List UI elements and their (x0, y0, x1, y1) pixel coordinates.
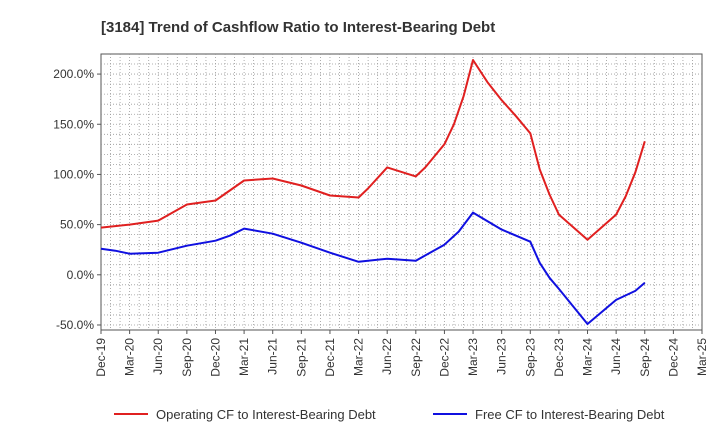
grid (101, 54, 702, 330)
x-tick-label: Dec-24 (666, 338, 680, 377)
legend-label: Free CF to Interest-Bearing Debt (475, 407, 665, 422)
y-tick-label: 0.0% (67, 268, 95, 282)
x-tick-label: Sep-24 (638, 338, 652, 377)
x-tick-label: Sep-23 (523, 338, 537, 377)
x-tick-label: Dec-19 (94, 338, 108, 377)
x-tick-label: Jun-24 (609, 338, 623, 375)
x-tick-label: Jun-22 (380, 338, 394, 375)
series-line-free-cf (100, 211, 646, 325)
legend-label: Operating CF to Interest-Bearing Debt (156, 407, 376, 422)
x-tick-label: Jun-20 (151, 338, 165, 375)
x-tick-label: Mar-21 (237, 338, 251, 376)
series-line-operating-cf (100, 59, 646, 241)
y-tick-label: 50.0% (60, 218, 94, 232)
y-tick-label: -50.0% (56, 318, 94, 332)
x-axis: Dec-19 Mar-20 Jun-20 Sep-20 Dec-20 Mar-21 Jun-… (94, 330, 709, 377)
x-tick-label: Mar-23 (466, 338, 480, 376)
x-tick-label: Mar-22 (352, 338, 366, 376)
plot-area (100, 53, 703, 331)
x-tick-label: Sep-21 (294, 338, 308, 377)
y-axis: -50.0% 0.0% 50.0% 100.0% 150.0% 200.0% (53, 67, 101, 332)
x-tick-label: Jun-21 (266, 338, 280, 375)
x-tick-label: Jun-23 (495, 338, 509, 375)
y-tick-label: 200.0% (53, 67, 94, 81)
x-tick-label: Sep-22 (409, 338, 423, 377)
y-tick-label: 150.0% (53, 117, 94, 131)
x-tick-label: Mar-24 (581, 338, 595, 376)
chart-title: [3184] Trend of Cashflow Ratio to Intere… (101, 19, 495, 36)
series-group (100, 59, 646, 325)
x-tick-label: Dec-21 (323, 338, 337, 377)
x-tick-label: Mar-25 (695, 338, 709, 376)
x-tick-label: Mar-20 (123, 338, 137, 376)
x-tick-label: Dec-20 (208, 338, 222, 377)
x-tick-label: Sep-20 (180, 338, 194, 377)
legend: Operating CF to Interest-Bearing Debt Fre… (114, 407, 665, 422)
y-tick-label: 100.0% (53, 167, 94, 181)
x-tick-label: Dec-22 (437, 338, 451, 377)
x-tick-label: Dec-23 (552, 338, 566, 377)
